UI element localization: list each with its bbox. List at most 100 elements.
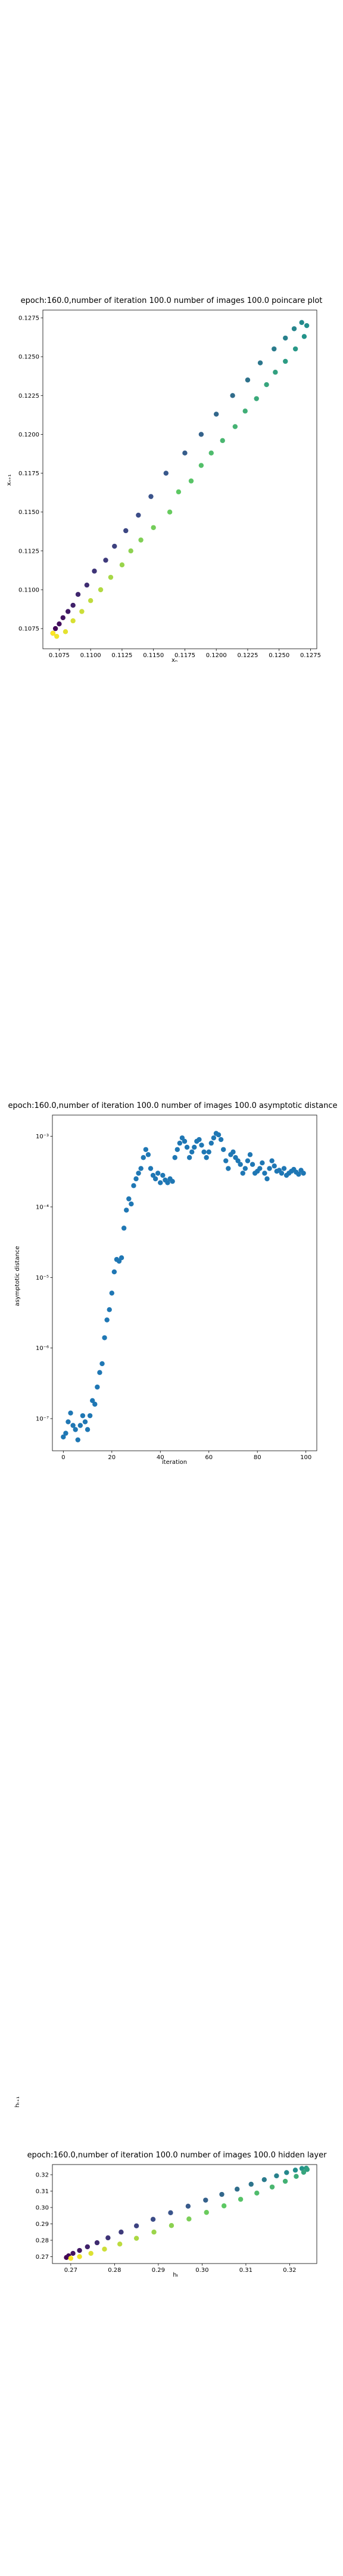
- data-point: [85, 1427, 90, 1432]
- x-axis-label: hₜ: [173, 2272, 178, 2278]
- x-tick-label: 0.1250: [269, 652, 289, 659]
- data-point: [249, 2182, 254, 2187]
- x-tick-label: 40: [157, 1454, 164, 1461]
- data-point: [254, 2191, 259, 2196]
- data-point: [88, 598, 93, 603]
- data-point: [248, 1152, 252, 1157]
- data-point: [257, 1166, 262, 1171]
- data-point: [103, 558, 108, 562]
- data-point: [164, 470, 169, 475]
- y-tick-label: 10⁻⁴: [36, 1204, 49, 1210]
- data-point: [274, 2174, 279, 2178]
- data-point: [80, 1413, 85, 1418]
- data-point: [185, 1145, 189, 1150]
- data-point: [243, 1166, 248, 1171]
- data-point: [264, 382, 269, 387]
- data-point: [78, 1423, 83, 1428]
- data-point: [92, 569, 96, 574]
- data-point: [129, 1202, 133, 1206]
- y-tick-label: 0.30: [36, 2205, 49, 2212]
- data-point: [223, 1158, 228, 1163]
- data-point: [186, 2204, 191, 2209]
- data-point: [61, 615, 66, 620]
- data-point: [201, 1150, 206, 1154]
- data-point: [283, 336, 288, 340]
- data-point: [169, 2223, 174, 2228]
- data-point: [192, 1145, 197, 1150]
- data-point: [199, 432, 204, 436]
- x-tick-label: 0.1075: [49, 652, 70, 659]
- data-point: [148, 494, 153, 499]
- data-point: [220, 438, 225, 443]
- data-point: [203, 2197, 208, 2202]
- y-tick-label: 10⁻³: [36, 1134, 49, 1140]
- data-point: [279, 1171, 284, 1175]
- data-point: [136, 513, 141, 518]
- data-point: [66, 1419, 70, 1424]
- data-point: [124, 1208, 129, 1212]
- x-tick-label: 0.28: [108, 2267, 121, 2274]
- data-point: [204, 1155, 208, 1160]
- data-point: [221, 1147, 226, 1152]
- data-point: [230, 393, 235, 398]
- y-tick-label: 0.31: [36, 2188, 49, 2195]
- data-point: [76, 592, 80, 597]
- data-point: [209, 451, 214, 456]
- data-point: [182, 451, 187, 456]
- x-axis-label: iteration: [162, 1459, 187, 1466]
- data-point: [199, 463, 204, 467]
- data-point: [267, 1166, 272, 1171]
- x-tick-label: 0.1200: [206, 652, 227, 659]
- data-point: [112, 544, 117, 549]
- data-point: [85, 2244, 90, 2249]
- data-point: [102, 2247, 107, 2252]
- data-point: [182, 1139, 187, 1144]
- data-point: [299, 320, 304, 325]
- data-point: [79, 609, 84, 614]
- chart-title: epoch:160.0,number of iteration 100.0 nu…: [8, 1101, 337, 1110]
- data-point: [63, 1431, 68, 1435]
- data-point: [216, 1132, 221, 1137]
- data-point: [88, 2251, 93, 2256]
- data-point: [219, 2192, 224, 2197]
- data-point: [243, 408, 248, 413]
- y-tick-label: 10⁻⁵: [36, 1275, 49, 1281]
- data-point: [123, 528, 128, 533]
- data-point: [155, 1171, 160, 1175]
- x-tick-label: 0.1275: [300, 652, 321, 659]
- data-point: [222, 2203, 226, 2208]
- data-point: [158, 1180, 163, 1185]
- x-tick-label: 20: [108, 1454, 116, 1461]
- data-point: [173, 1155, 177, 1160]
- data-point: [272, 1163, 277, 1168]
- data-point: [88, 1413, 92, 1418]
- data-point: [151, 2230, 156, 2234]
- data-point: [269, 1158, 274, 1163]
- y-tick-label: 0.1100: [18, 587, 39, 593]
- data-point: [176, 490, 181, 494]
- data-point: [226, 1166, 230, 1171]
- data-point: [207, 1150, 211, 1154]
- y-tick-label: 0.27: [36, 2254, 49, 2261]
- data-point: [211, 1135, 216, 1140]
- data-point: [70, 2251, 75, 2256]
- y-tick-label: 0.32: [36, 2172, 49, 2179]
- data-point: [73, 1427, 77, 1432]
- x-tick-label: 0.31: [239, 2267, 252, 2274]
- data-point: [136, 1171, 141, 1175]
- data-point: [301, 2170, 306, 2175]
- data-point: [105, 2236, 110, 2240]
- data-point: [273, 370, 277, 374]
- x-tick-label: 0.1125: [111, 652, 132, 659]
- data-point: [214, 411, 219, 416]
- data-point: [146, 1152, 151, 1157]
- data-point: [133, 1176, 138, 1181]
- y-tick-label: 0.29: [36, 2221, 49, 2228]
- data-point: [260, 1160, 264, 1165]
- data-point: [104, 1317, 109, 1322]
- y-tick-label: 0.1250: [18, 354, 39, 361]
- data-point: [167, 510, 172, 515]
- data-point: [238, 2197, 243, 2202]
- data-point: [99, 1361, 104, 1366]
